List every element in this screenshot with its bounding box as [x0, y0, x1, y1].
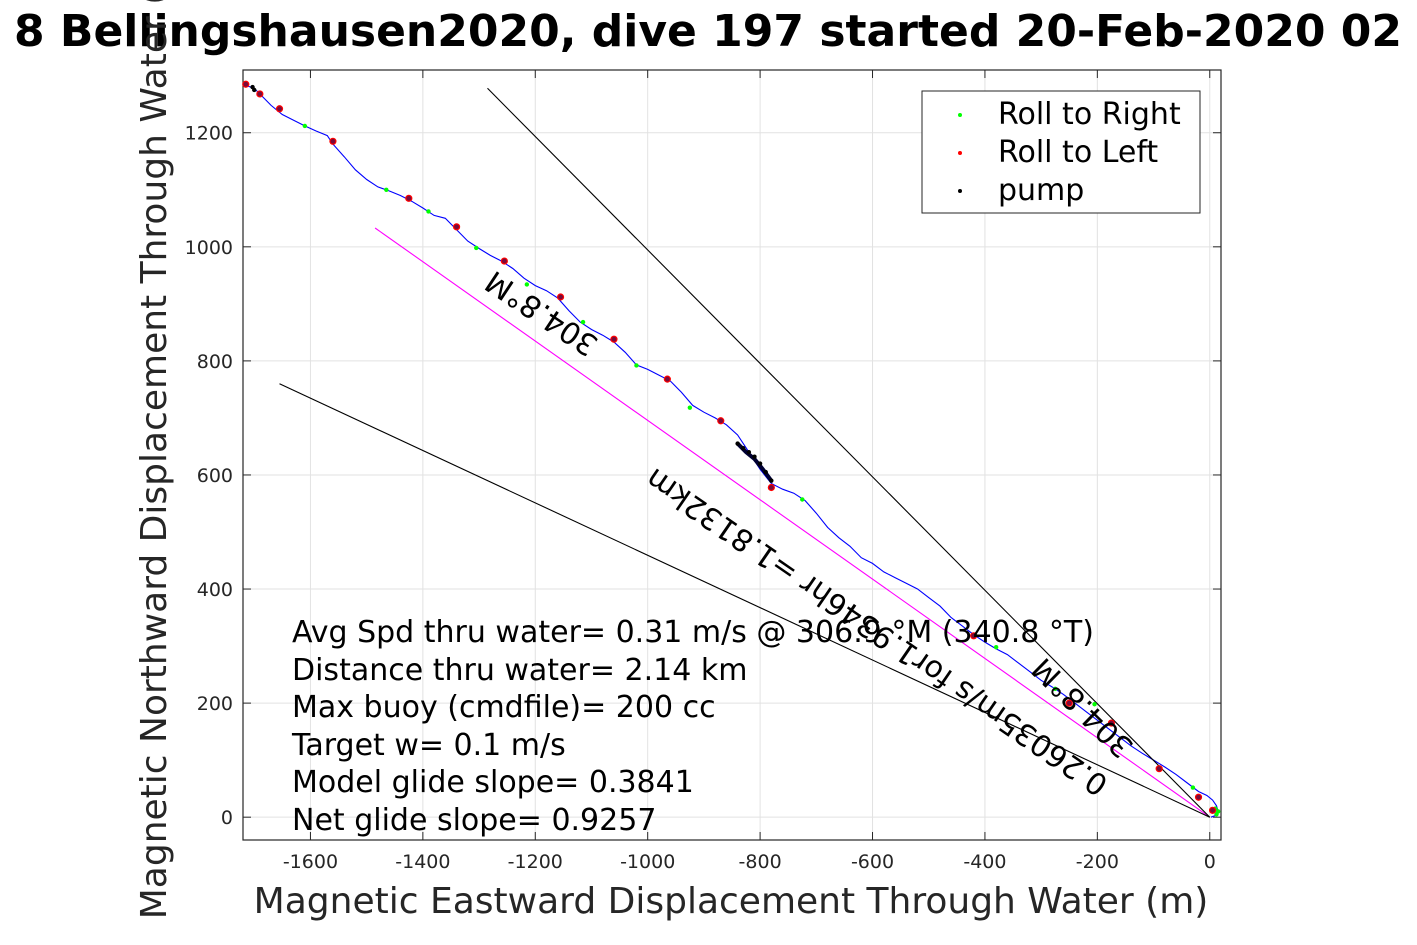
- grid: [243, 70, 1221, 840]
- legend-label-roll-left: Roll to Left: [998, 135, 1158, 170]
- reference-line: [487, 87, 1211, 818]
- heading-line: [374, 227, 1211, 818]
- roll-left-point: [405, 194, 413, 202]
- x-axis-label: Magnetic Eastward Displacement Through W…: [254, 881, 1209, 922]
- y-tick-label: 400: [197, 579, 233, 601]
- x-tick-label: -1600: [283, 851, 338, 873]
- annotation-target-w: Target w= 0.1 m/s: [291, 728, 566, 763]
- roll-left-point: [1194, 793, 1203, 801]
- roll-left-point: [717, 417, 725, 425]
- x-tick-label: 0: [1204, 851, 1216, 873]
- y-tick-label: 600: [197, 465, 233, 487]
- roll-left-point: [767, 483, 775, 492]
- x-tick-label: -1400: [395, 851, 450, 873]
- roll-right-point: [1190, 785, 1196, 790]
- roll-left-point: [256, 90, 264, 98]
- pump-point: [769, 478, 774, 483]
- roll-left-point: [610, 335, 618, 343]
- annotation-avg-speed: Avg Spd thru water= 0.31 m/s @ 306.9 °M …: [292, 615, 1094, 650]
- roll-left-point: [1208, 806, 1217, 814]
- pump-point: [741, 445, 746, 451]
- annotation-distance: Distance thru water= 2.14 km: [292, 653, 747, 688]
- y-tick-label: 200: [197, 693, 233, 715]
- legend-marker-roll-left: [958, 151, 962, 155]
- roll-left-point: [329, 137, 337, 145]
- pump-point: [735, 441, 740, 446]
- x-tick-label: -400: [963, 851, 1006, 873]
- ticks: -1600 -1400 -1200 -1000 -800 -600 -400 -200 0 0 20…: [185, 70, 1221, 873]
- roll-right-point: [580, 319, 586, 325]
- roll-right-point: [800, 497, 805, 502]
- annotation-net-glide: Net glide slope= 0.9257: [292, 803, 656, 838]
- roll-left-point: [275, 105, 284, 113]
- legend-marker-pump: [958, 189, 962, 193]
- roll-right-point: [1052, 686, 1058, 692]
- roll-right-point: [426, 209, 431, 214]
- annotation-model-glide: Model glide slope= 0.3841: [292, 765, 694, 800]
- x-tick-label: -800: [739, 851, 782, 873]
- plot-frame: [242, 69, 1222, 841]
- roll-left-point: [1065, 699, 1073, 707]
- x-tick-label: -200: [1076, 851, 1119, 873]
- pump-point: [757, 461, 763, 466]
- x-tick-label: -1200: [508, 851, 563, 873]
- series: [242, 80, 1221, 818]
- roll-right-point: [634, 363, 639, 368]
- x-tick-label: -1000: [620, 851, 675, 873]
- roll-right-point: [687, 405, 693, 410]
- legend-marker-roll-right: [958, 113, 962, 117]
- roll-right-point: [474, 245, 479, 251]
- y-tick-label: 0: [221, 807, 233, 829]
- roll-left-point: [663, 375, 671, 383]
- roll-right-point: [993, 645, 999, 650]
- roll-left-point: [970, 632, 978, 640]
- roll-left-point: [1155, 765, 1163, 773]
- x-tick-label: -600: [851, 851, 894, 873]
- legend-label-roll-right: Roll to Right: [998, 97, 1181, 132]
- pump-point: [746, 449, 752, 455]
- roll-right-point: [524, 282, 530, 287]
- roll-left-point: [242, 80, 250, 88]
- y-axis-label: Magnetic Northward Displacement Through …: [134, 0, 175, 919]
- roll-right-point: [384, 187, 389, 192]
- annotation-max-buoy: Max buoy (cmdfile)= 200 cc: [292, 690, 716, 725]
- roll-right-point: [1092, 702, 1097, 707]
- reference-line: [279, 383, 1211, 818]
- pump-point: [752, 454, 757, 459]
- roll-left-point: [556, 293, 565, 301]
- legend: Roll to Right Roll to Left pump: [921, 90, 1201, 214]
- roll-left-point: [1107, 719, 1115, 727]
- pump-point: [763, 469, 768, 475]
- y-tick-label: 1200: [185, 123, 233, 145]
- roll-left-point: [500, 257, 508, 265]
- chart-title: 8 Bellingshausen2020, dive 197 started 2…: [14, 6, 1402, 57]
- y-tick-label: 1000: [185, 237, 233, 259]
- y-tick-label: 800: [197, 351, 233, 373]
- roll-left-point: [452, 223, 461, 231]
- roll-right-point: [302, 123, 308, 129]
- pump-point: [252, 87, 257, 93]
- roll-right-point: [1214, 812, 1219, 817]
- legend-label-pump: pump: [998, 173, 1084, 208]
- line-label-top: 304.8°M: [479, 263, 604, 362]
- legend-box: [921, 90, 1201, 214]
- annotation-block: Avg Spd thru water= 0.31 m/s @ 306.9 °M …: [291, 615, 1094, 838]
